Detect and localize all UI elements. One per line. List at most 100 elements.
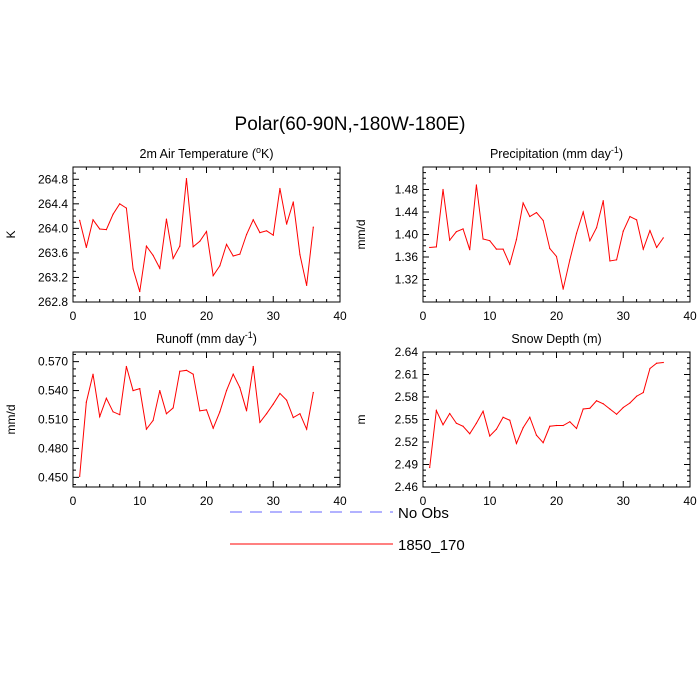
y-tick-label: 0.540 <box>38 384 68 398</box>
x-tick-label: 30 <box>617 494 631 508</box>
data-point <box>529 215 531 218</box>
data-point <box>642 248 644 250</box>
data-point <box>139 290 141 293</box>
x-tick-label: 10 <box>483 309 497 323</box>
data-point <box>602 403 604 405</box>
data-point <box>232 373 234 375</box>
data-point <box>265 413 268 415</box>
data-point <box>522 427 524 429</box>
data-point <box>159 389 161 392</box>
x-tick-label: 40 <box>333 309 347 323</box>
data-point <box>636 395 638 397</box>
data-point <box>435 409 437 412</box>
data-point <box>105 228 107 231</box>
data-point <box>495 248 498 250</box>
x-tick-label: 10 <box>133 309 147 323</box>
data-point <box>245 410 248 412</box>
data-point <box>279 187 281 190</box>
data-point <box>629 215 631 218</box>
data-point <box>589 407 591 409</box>
data-point <box>245 233 248 236</box>
data-point <box>489 435 491 437</box>
data-point <box>152 419 154 422</box>
data-point <box>252 365 254 368</box>
data-point <box>502 416 504 418</box>
x-tick-label: 40 <box>333 494 347 508</box>
data-point <box>112 213 114 215</box>
data-point <box>239 387 241 389</box>
y-tick-label: 2.61 <box>395 368 419 382</box>
data-point <box>449 412 451 415</box>
data-point <box>542 442 544 444</box>
data-point <box>629 402 631 404</box>
plot-frame <box>422 166 691 303</box>
y-tick-label: 0.450 <box>38 470 68 484</box>
chart-panel-2: Precipitation (mm day-1) 0 10 20 30 40 1.32 1.3… <box>354 145 697 323</box>
data-point <box>562 288 564 290</box>
data-point <box>656 362 658 364</box>
x-tick-label: 0 <box>70 309 77 323</box>
data-point <box>509 419 511 421</box>
panel-title-text: 2m Air Temperature ( <box>140 147 257 161</box>
data-point <box>482 410 484 412</box>
x-tick-label: 0 <box>70 494 77 508</box>
data-point <box>542 219 544 222</box>
data-point <box>535 434 538 436</box>
data-point <box>286 223 288 225</box>
data-point <box>636 219 638 221</box>
data-point <box>252 219 254 221</box>
data-point <box>455 422 457 424</box>
x-tick-label: 0 <box>420 309 427 323</box>
data-point <box>99 228 101 230</box>
data-point <box>139 388 141 390</box>
data-point <box>286 399 288 401</box>
y-tick-label: 2.55 <box>395 413 419 427</box>
chart-panels: 2m Air Temperature (oK)0 10 20 30 40262.8263… <box>4 145 697 508</box>
chart-panel-1: 2m Air Temperature (oK) 0 10 20 30 40 262.8 263… <box>4 145 347 323</box>
data-point <box>562 424 564 427</box>
data-point <box>292 416 294 419</box>
data-point <box>515 442 518 445</box>
panel-title-text: Runoff (mm day <box>156 332 245 346</box>
panel-title-text: Snow Depth (m) <box>511 332 601 346</box>
data-point <box>219 265 221 267</box>
data-point <box>125 365 127 368</box>
y-tick-label: 262.8 <box>38 295 68 309</box>
data-point <box>662 237 664 239</box>
data-point <box>469 249 471 251</box>
y-tick-label: 264.8 <box>38 172 68 186</box>
data-point <box>185 178 188 180</box>
data-point <box>589 240 591 242</box>
panel-title-tail: K) <box>261 147 274 161</box>
data-point <box>649 367 651 370</box>
y-tick-label: 1.44 <box>395 205 419 219</box>
data-point <box>306 284 308 287</box>
legend-label: No Obs <box>398 505 449 522</box>
data-point <box>145 428 148 430</box>
y-tick-label: 264.4 <box>38 197 68 211</box>
data-point <box>119 203 121 205</box>
data-point <box>462 228 464 230</box>
data-point <box>642 391 644 394</box>
legend-item-1: No Obs <box>230 505 449 522</box>
data-point <box>299 413 301 415</box>
y-tick-label: 2.64 <box>395 345 419 359</box>
panel-title-tail: ) <box>619 147 623 161</box>
data-point <box>569 259 571 261</box>
panel-title-superscript: -1 <box>611 145 619 155</box>
data-point <box>199 240 201 242</box>
data-point <box>172 257 174 260</box>
data-point <box>622 230 624 232</box>
chart-panel-4: Snow Depth (m) 0 10 20 30 40 2.46 2.49 2.52 2.55 2… <box>354 332 697 508</box>
x-tick-label: 30 <box>267 309 281 323</box>
data-point <box>609 408 611 410</box>
y-tick-label: 1.40 <box>395 228 419 242</box>
x-tick-label: 40 <box>683 309 697 323</box>
data-point <box>272 403 274 405</box>
x-tick-label: 20 <box>550 494 564 508</box>
y-tick-label: 1.48 <box>395 183 419 197</box>
series-line <box>429 362 664 468</box>
data-point <box>575 232 578 234</box>
x-tick-label: 10 <box>133 494 147 508</box>
data-point <box>192 373 194 375</box>
